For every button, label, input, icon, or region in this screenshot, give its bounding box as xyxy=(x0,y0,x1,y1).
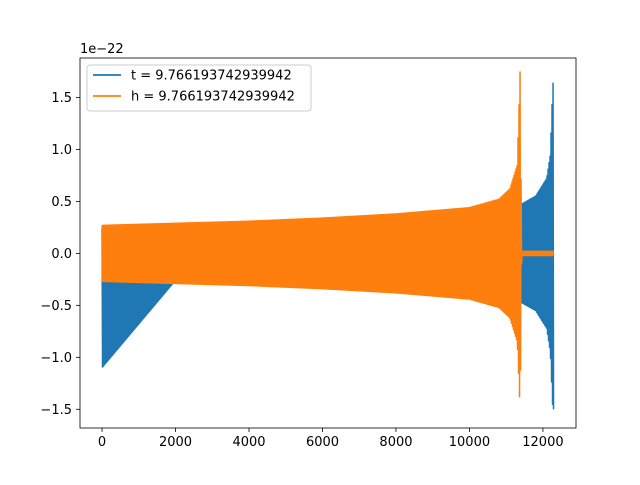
legend-label-1: t = 9.766193742939942 xyxy=(131,69,292,84)
y-tick-label: −1.0 xyxy=(40,351,72,366)
legend-box xyxy=(86,64,312,112)
x-tick-label: 6000 xyxy=(306,435,339,450)
y-scale-offset-label: 1e−22 xyxy=(80,42,124,57)
y-tick-label: 1.5 xyxy=(51,91,72,106)
legend-label-2: h = 9.766193742939942 xyxy=(131,90,295,105)
plot-area xyxy=(101,71,555,410)
y-tick-label: −0.5 xyxy=(40,299,72,314)
y-tick-label: 0.5 xyxy=(51,195,72,210)
legend: t = 9.766193742939942 h = 9.7661937429399… xyxy=(86,64,312,112)
y-tick-label: 1.0 xyxy=(51,143,72,158)
x-tick-label: 0 xyxy=(98,435,106,450)
x-tick-label: 2000 xyxy=(159,435,192,450)
x-tick-label: 10000 xyxy=(449,435,490,450)
axes-frame xyxy=(79,57,577,429)
x-tick-label: 4000 xyxy=(232,435,265,450)
axes: 0 2000 4000 6000 8000 10000 12000 −1.5 −1.0 −0.5 0… xyxy=(40,57,577,450)
x-tick-label: 8000 xyxy=(379,435,412,450)
series-line-2 xyxy=(101,71,555,398)
y-tick-label: 0.0 xyxy=(51,247,72,262)
y-tick-label: −1.5 xyxy=(40,403,72,418)
x-tick-label: 12000 xyxy=(522,435,563,450)
